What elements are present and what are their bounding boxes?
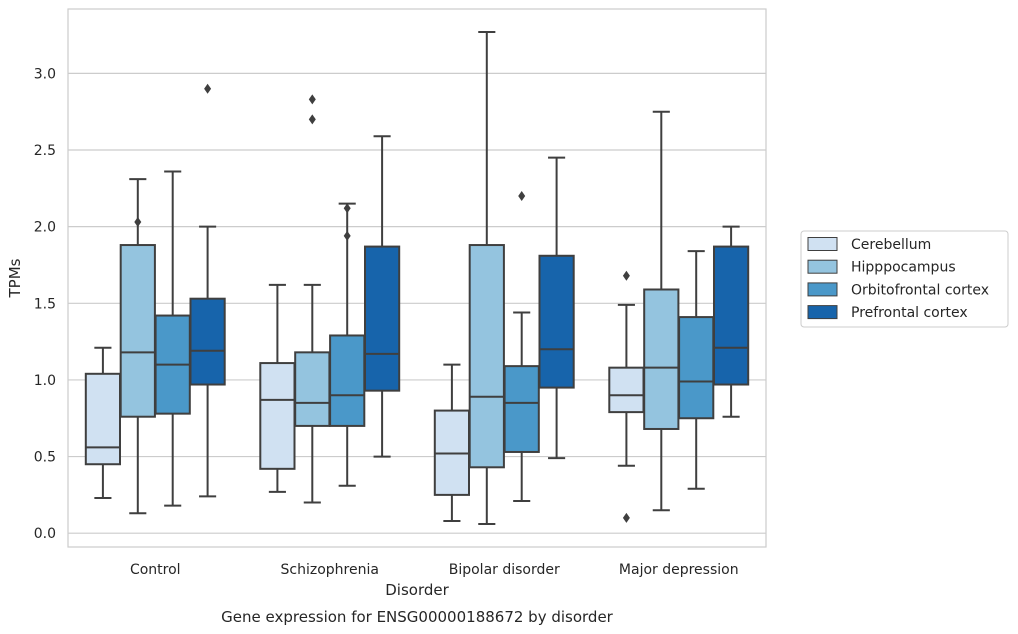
box — [678, 250, 715, 490]
legend-label: Orbitofrontal cortex — [851, 282, 989, 298]
legend-frame — [800, 230, 1009, 328]
box-iqr — [259, 362, 296, 470]
y-tick-label: 0.0 — [34, 526, 56, 542]
box — [608, 270, 645, 523]
outlier-point — [622, 270, 630, 281]
box-iqr — [329, 334, 366, 427]
box — [294, 94, 331, 504]
box-iqr — [503, 365, 540, 453]
box — [189, 83, 226, 498]
legend-swatch — [807, 259, 838, 274]
box — [433, 363, 471, 522]
outlier-point — [518, 190, 526, 201]
box — [119, 178, 156, 515]
box-iqr — [643, 288, 680, 430]
y-tick-label: 3.0 — [34, 66, 56, 82]
box-iqr — [363, 245, 401, 392]
outlier-point — [204, 83, 212, 94]
box-iqr — [468, 244, 505, 469]
y-tick-label: 1.5 — [34, 296, 56, 312]
legend-label: Prefrontal cortex — [851, 305, 968, 321]
outlier-point — [343, 203, 351, 214]
box — [84, 346, 122, 499]
box — [363, 135, 401, 458]
y-tick-label: 1.0 — [34, 373, 56, 389]
box — [503, 190, 540, 503]
series-prefrontal-cortex — [189, 83, 750, 498]
outlier-point — [308, 114, 316, 125]
box — [468, 30, 505, 526]
outlier-point — [134, 217, 142, 228]
legend-swatch — [807, 282, 838, 297]
plot-area-frame — [67, 8, 767, 548]
legend-label: Hipppocampus — [851, 260, 956, 276]
series-cerebellum — [84, 270, 645, 523]
legend: Cerebellum Hipppocampus Orbitofrontal cort… — [800, 230, 1009, 328]
box-iqr — [294, 351, 331, 427]
box — [538, 156, 575, 460]
x-tick-label: Schizophrenia — [281, 562, 379, 578]
box — [329, 202, 366, 487]
x-axis-ticks: Control Schizophrenia Bipolar disorder Majo… — [130, 562, 739, 578]
box — [712, 225, 750, 418]
box — [259, 283, 296, 493]
legend-swatch — [807, 305, 838, 320]
box — [154, 170, 191, 507]
x-tick-label: Major depression — [619, 562, 739, 578]
legend-swatch — [807, 237, 838, 251]
box-iqr — [678, 316, 715, 420]
box-iqr — [119, 244, 156, 418]
legend-label: Cerebellum — [851, 237, 931, 253]
box-plot-series — [84, 30, 750, 526]
y-tick-label: 0.5 — [34, 450, 56, 466]
x-tick-label: Control — [130, 562, 181, 578]
box-iqr — [712, 245, 750, 386]
box — [643, 110, 680, 512]
outlier-point — [622, 512, 630, 523]
chart-caption: Gene expression for ENSG00000188672 by d… — [221, 608, 614, 626]
box-iqr — [189, 297, 226, 386]
series-hipppocampus — [119, 30, 680, 526]
box-iqr — [84, 372, 122, 466]
outlier-point — [343, 230, 351, 241]
box-iqr — [608, 366, 645, 414]
series-orbitofrontal-cortex — [154, 170, 715, 507]
x-axis-label: Disorder — [385, 581, 449, 599]
y-tick-label: 2.5 — [34, 143, 56, 159]
box-iqr — [538, 254, 575, 389]
x-tick-label: Bipolar disorder — [449, 562, 560, 578]
y-tick-label: 2.0 — [34, 220, 56, 236]
y-axis-label: TPMs — [6, 258, 24, 298]
outlier-point — [308, 94, 316, 105]
y-axis-ticks: 0.0 0.5 1.0 1.5 2.0 2.5 3.0 — [34, 66, 56, 542]
